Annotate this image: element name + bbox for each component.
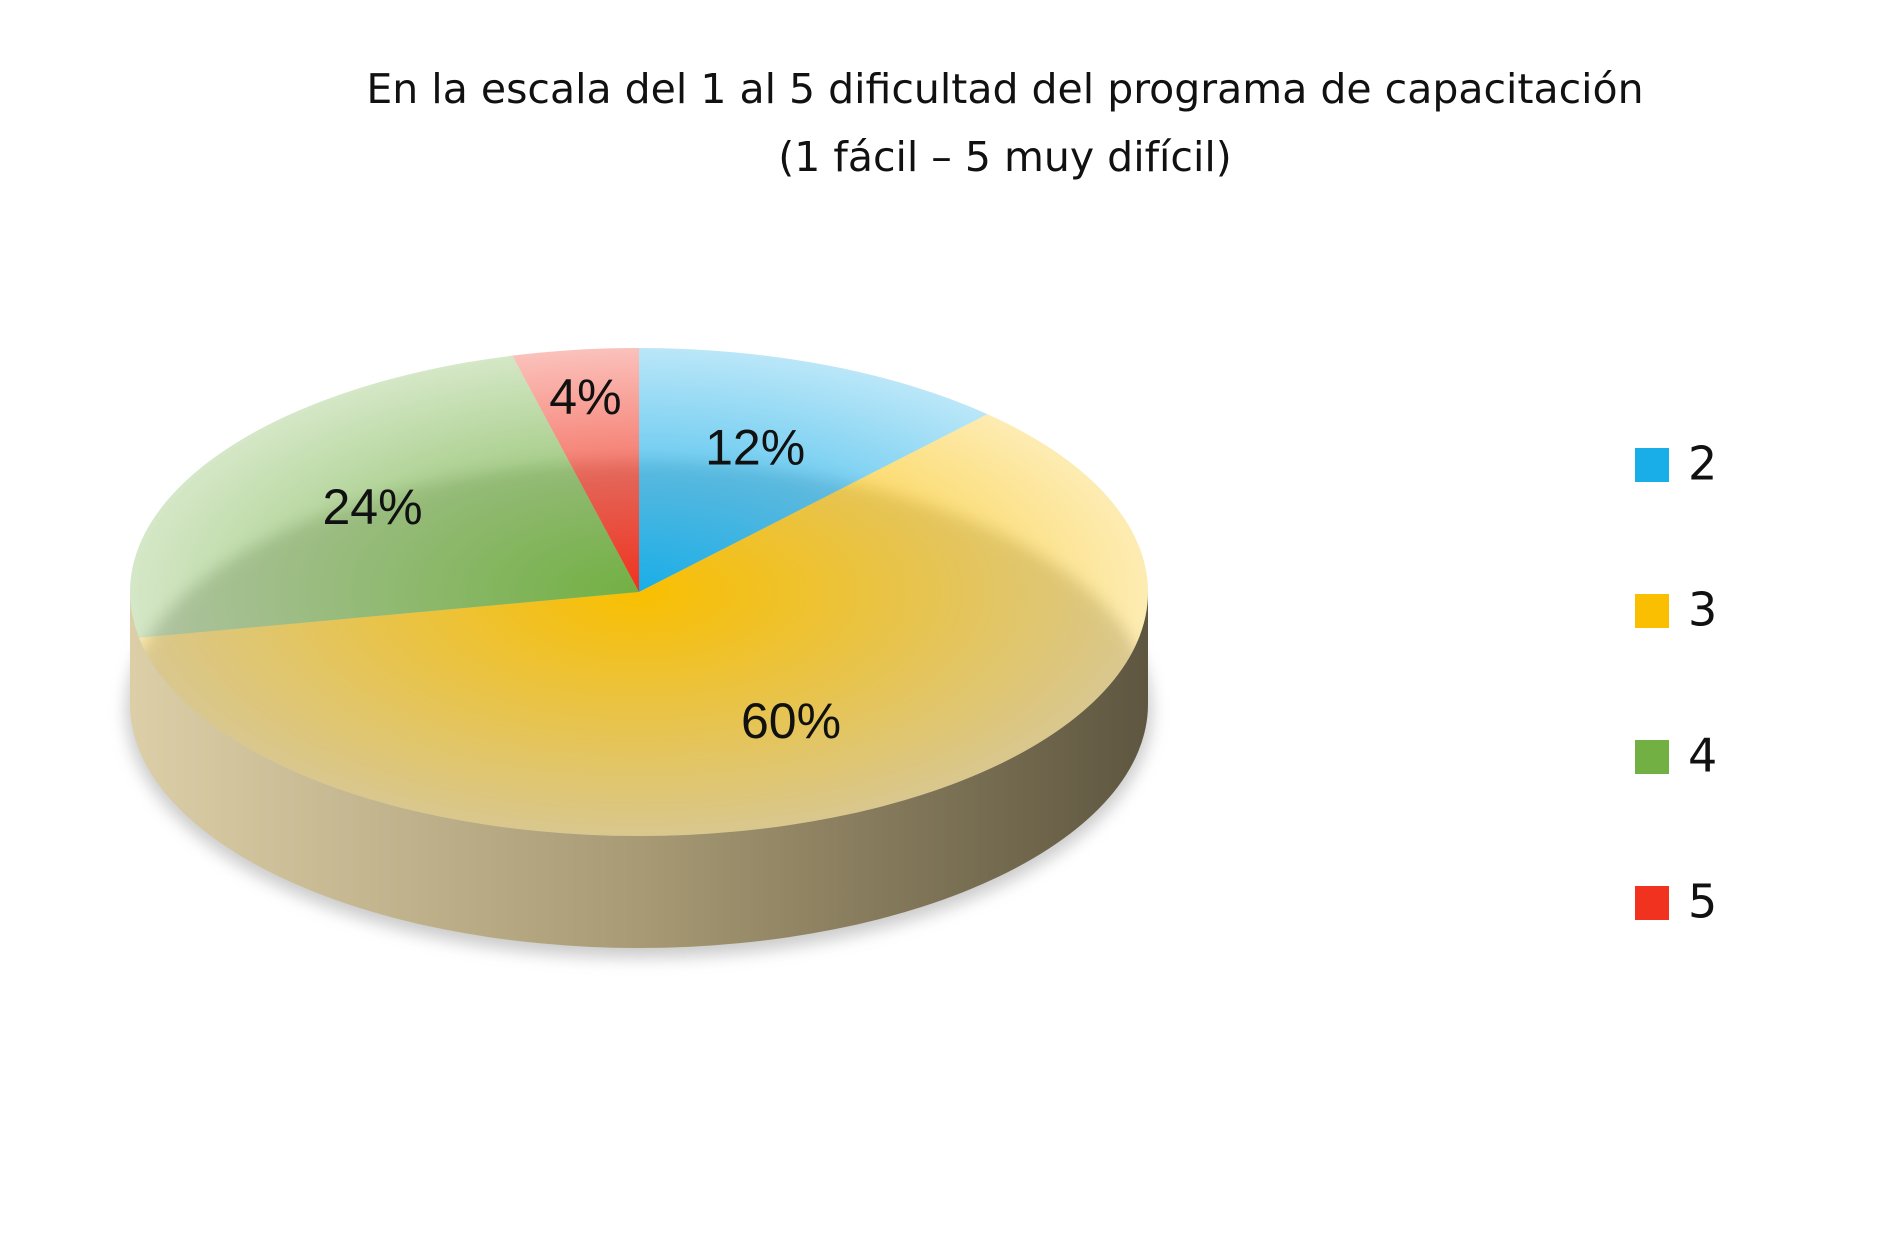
pie-slice	[639, 348, 988, 592]
legend-swatch	[1635, 594, 1669, 628]
data-label: 60%	[741, 693, 841, 749]
data-label: 12%	[705, 420, 805, 476]
chart-subtitle: (1 fácil – 5 muy difícil)	[778, 133, 1231, 181]
legend-label: 5	[1688, 875, 1717, 929]
legend-swatch	[1635, 886, 1669, 920]
pie-slice	[512, 348, 639, 592]
legend-label: 2	[1688, 437, 1717, 491]
pie-side	[130, 592, 1148, 948]
data-label: 4%	[549, 369, 621, 425]
chart-title: En la escala del 1 al 5 dificultad del p…	[366, 65, 1643, 113]
pie-slice	[129, 355, 639, 638]
legend-label: 4	[1688, 729, 1717, 783]
legend: 2 3 4 5	[1635, 437, 1717, 929]
pie: 12% 60% 24% 4%	[126, 348, 1152, 958]
legend-swatch	[1635, 740, 1669, 774]
legend-swatch	[1635, 448, 1669, 482]
pie-slice	[139, 414, 1149, 836]
data-label: 24%	[323, 479, 423, 535]
legend-label: 3	[1688, 583, 1717, 637]
